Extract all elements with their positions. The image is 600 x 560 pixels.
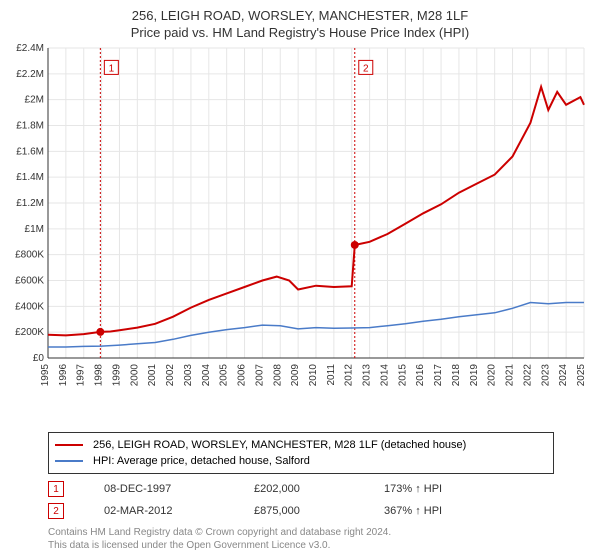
x-tick-label: 2000 — [129, 364, 140, 387]
x-tick-label: 2011 — [326, 364, 337, 386]
x-tick-label: 2019 — [469, 364, 480, 387]
legend-swatch — [55, 460, 83, 462]
x-tick-label: 2008 — [272, 364, 283, 387]
sale-point-marker — [351, 241, 359, 249]
marker-date: 08-DEC-1997 — [104, 483, 214, 495]
marker-hpi: 367% ↑ HPI — [384, 505, 494, 517]
x-tick-label: 2014 — [379, 364, 390, 387]
y-tick-label: £0 — [33, 353, 45, 364]
footnote-line1: Contains HM Land Registry data © Crown c… — [48, 526, 391, 539]
legend-label: 256, LEIGH ROAD, WORSLEY, MANCHESTER, M2… — [93, 439, 466, 451]
y-tick-label: £200K — [15, 327, 44, 338]
x-tick-label: 2010 — [308, 364, 319, 387]
x-tick-label: 1997 — [76, 364, 87, 387]
y-tick-label: £2.4M — [16, 43, 44, 54]
chart-plot-area: £0£200K£400K£600K£800K£1M£1.2M£1.4M£1.6M… — [48, 48, 584, 394]
x-tick-label: 2020 — [487, 364, 498, 387]
chart-title-block: 256, LEIGH ROAD, WORSLEY, MANCHESTER, M2… — [0, 0, 600, 40]
marker-number-box: 2 — [48, 503, 64, 519]
x-tick-label: 2025 — [576, 364, 587, 387]
markers-table: 1 08-DEC-1997 £202,000 173% ↑ HPI 2 02-MAR-20… — [48, 478, 494, 522]
x-tick-label: 1998 — [94, 364, 105, 387]
x-tick-label: 2003 — [183, 364, 194, 387]
x-tick-label: 2017 — [433, 364, 444, 387]
y-tick-label: £400K — [15, 301, 44, 312]
y-tick-label: £1.2M — [16, 198, 44, 209]
x-tick-label: 2021 — [505, 364, 516, 387]
y-tick-label: £1M — [25, 224, 44, 235]
sale-point-marker — [96, 328, 104, 336]
x-tick-label: 2016 — [415, 364, 426, 387]
marker-price: £875,000 — [254, 505, 344, 517]
x-tick-label: 2004 — [201, 364, 212, 387]
x-tick-label: 1999 — [111, 364, 122, 387]
x-tick-label: 2012 — [344, 364, 355, 387]
y-tick-label: £1.4M — [16, 172, 44, 183]
x-tick-label: 2022 — [522, 364, 533, 387]
y-tick-label: £1.8M — [16, 121, 44, 132]
legend-label: HPI: Average price, detached house, Salf… — [93, 455, 310, 467]
x-tick-label: 2009 — [290, 364, 301, 387]
chart-svg: £0£200K£400K£600K£800K£1M£1.2M£1.4M£1.6M… — [48, 48, 584, 394]
x-tick-label: 2002 — [165, 364, 176, 387]
legend-row: 256, LEIGH ROAD, WORSLEY, MANCHESTER, M2… — [55, 437, 547, 453]
chart-title-line1: 256, LEIGH ROAD, WORSLEY, MANCHESTER, M2… — [0, 8, 600, 23]
marker-number-box: 1 — [48, 481, 64, 497]
footnote-line2: This data is licensed under the Open Gov… — [48, 539, 391, 552]
footnote: Contains HM Land Registry data © Crown c… — [48, 526, 391, 552]
marker-row: 1 08-DEC-1997 £202,000 173% ↑ HPI — [48, 478, 494, 500]
x-tick-label: 2001 — [147, 364, 158, 387]
x-tick-label: 2023 — [540, 364, 551, 387]
x-tick-label: 2015 — [397, 364, 408, 387]
marker-row: 2 02-MAR-2012 £875,000 367% ↑ HPI — [48, 500, 494, 522]
y-tick-label: £2M — [25, 95, 44, 106]
chart-title-line2: Price paid vs. HM Land Registry's House … — [0, 25, 600, 40]
legend-swatch — [55, 444, 83, 446]
marker-price: £202,000 — [254, 483, 344, 495]
marker-hpi: 173% ↑ HPI — [384, 483, 494, 495]
x-tick-label: 1996 — [58, 364, 69, 387]
x-tick-label: 2005 — [219, 364, 230, 387]
marker-date: 02-MAR-2012 — [104, 505, 214, 517]
chart-container: 256, LEIGH ROAD, WORSLEY, MANCHESTER, M2… — [0, 0, 600, 560]
legend-row: HPI: Average price, detached house, Salf… — [55, 453, 547, 469]
x-tick-label: 1995 — [40, 364, 51, 387]
x-tick-label: 2013 — [362, 364, 373, 387]
y-tick-label: £600K — [15, 276, 44, 287]
y-tick-label: £2.2M — [16, 69, 44, 80]
sale-marker-number: 1 — [109, 63, 115, 74]
x-tick-label: 2007 — [254, 364, 265, 387]
x-tick-label: 2006 — [237, 364, 248, 387]
y-tick-label: £1.6M — [16, 146, 44, 157]
sale-marker-number: 2 — [363, 63, 369, 74]
legend-box: 256, LEIGH ROAD, WORSLEY, MANCHESTER, M2… — [48, 432, 554, 474]
x-tick-label: 2018 — [451, 364, 462, 387]
y-tick-label: £800K — [15, 250, 44, 261]
x-tick-label: 2024 — [558, 364, 569, 387]
